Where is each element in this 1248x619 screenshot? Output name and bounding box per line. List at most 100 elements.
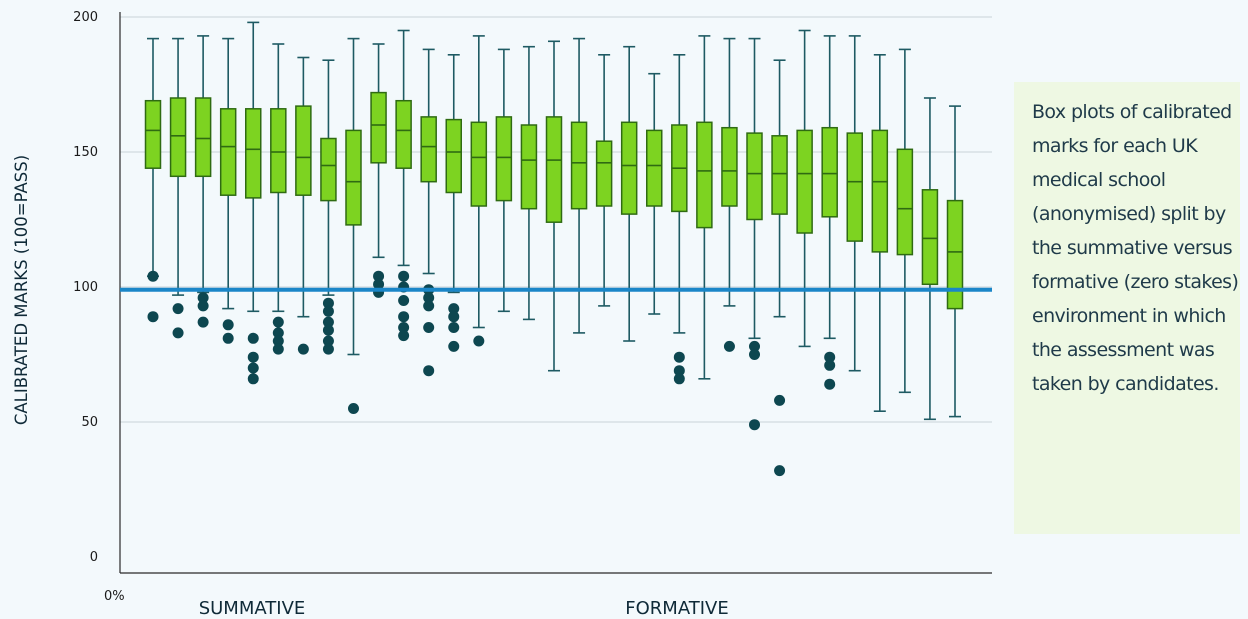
outlier-point (147, 270, 159, 282)
group-label-summative: SUMMATIVE (199, 598, 306, 619)
outlier-point (197, 292, 209, 304)
x-origin-label: 0% (104, 589, 125, 604)
outlier-point (673, 373, 685, 385)
box-plot (821, 35, 838, 390)
outlier-point (774, 465, 786, 477)
box-plot (771, 59, 788, 477)
outlier-point (398, 270, 410, 282)
outlier-point (247, 362, 259, 374)
outlier-point (448, 340, 460, 352)
box-plot (746, 37, 763, 431)
box-plot (245, 21, 262, 385)
box (846, 132, 863, 242)
box-plot (395, 29, 412, 342)
box (871, 129, 889, 253)
box (219, 108, 237, 196)
box-plot (445, 53, 462, 352)
box-plot (721, 37, 738, 352)
outlier-point (322, 297, 334, 309)
box-plot (620, 45, 638, 342)
outlier-point (272, 343, 284, 355)
box (721, 126, 738, 207)
box-plot (570, 37, 588, 334)
outlier-point (172, 327, 184, 339)
box (370, 91, 387, 164)
y-tick-label: 100 (73, 280, 98, 295)
outlier-point (247, 332, 259, 344)
outlier-point (774, 394, 786, 406)
box (169, 97, 187, 178)
box (771, 135, 788, 215)
box (420, 116, 437, 183)
box (921, 189, 939, 286)
y-axis-label: CALIBRATED MARKS (100=PASS) (12, 155, 31, 425)
box-plot (896, 48, 914, 394)
box (395, 99, 412, 169)
box-plot (144, 37, 162, 323)
outlier-point (222, 332, 234, 344)
box-plot (345, 37, 362, 414)
box (495, 116, 513, 202)
box-plot (946, 105, 964, 418)
outlier-point (398, 311, 410, 323)
outlier-point (272, 327, 284, 339)
outlier-point (824, 378, 836, 390)
box-plot (545, 40, 563, 372)
outlier-point (373, 270, 385, 282)
box-plot (270, 43, 287, 355)
outlier-point (197, 316, 209, 328)
y-tick-label: 200 (73, 10, 98, 25)
box (570, 121, 588, 210)
box-plot (846, 35, 863, 372)
outlier-point (448, 322, 460, 333)
box-plot (470, 35, 488, 347)
box (746, 132, 763, 221)
outlier-point (297, 343, 309, 355)
group-label-formative: FORMATIVE (625, 598, 728, 619)
box (821, 126, 838, 218)
box (144, 99, 162, 169)
box (946, 199, 964, 310)
outlier-point (473, 335, 485, 347)
outlier-point (723, 340, 735, 352)
box-plot (320, 59, 337, 355)
box-plot (796, 29, 813, 348)
box (295, 105, 312, 196)
outlier-point (749, 349, 760, 360)
box (245, 108, 262, 199)
box-plot (169, 37, 187, 339)
box (520, 124, 538, 210)
box-plot (495, 48, 513, 313)
outlier-point (749, 419, 760, 431)
y-tick-label: 150 (73, 145, 98, 160)
outlier-point (322, 343, 334, 355)
box (470, 121, 488, 207)
outlier-point (448, 311, 460, 323)
outlier-point (673, 351, 685, 363)
outlier-point (322, 316, 334, 328)
box-plot (671, 53, 688, 385)
outlier-point (348, 403, 359, 414)
outlier-point (423, 322, 435, 333)
axes (119, 12, 992, 574)
y-tick-labels: 0 50 100 150 200 (73, 10, 98, 565)
box (194, 97, 212, 178)
box (320, 137, 337, 202)
y-tick-label: 50 (81, 415, 98, 430)
outlier-point (824, 351, 836, 363)
box-plot (295, 56, 312, 355)
outlier-point (247, 351, 259, 363)
outlier-point (222, 319, 234, 331)
outlier-point (322, 324, 334, 336)
box (345, 129, 362, 226)
box-plot (370, 43, 387, 298)
outlier-point (272, 335, 284, 347)
box-plot (219, 37, 237, 344)
outlier-point (172, 303, 184, 315)
outlier-point (398, 295, 410, 306)
outlier-point (272, 316, 284, 328)
box (270, 108, 287, 194)
box-plot (921, 97, 939, 421)
outlier-point (673, 365, 685, 377)
box (545, 116, 563, 223)
